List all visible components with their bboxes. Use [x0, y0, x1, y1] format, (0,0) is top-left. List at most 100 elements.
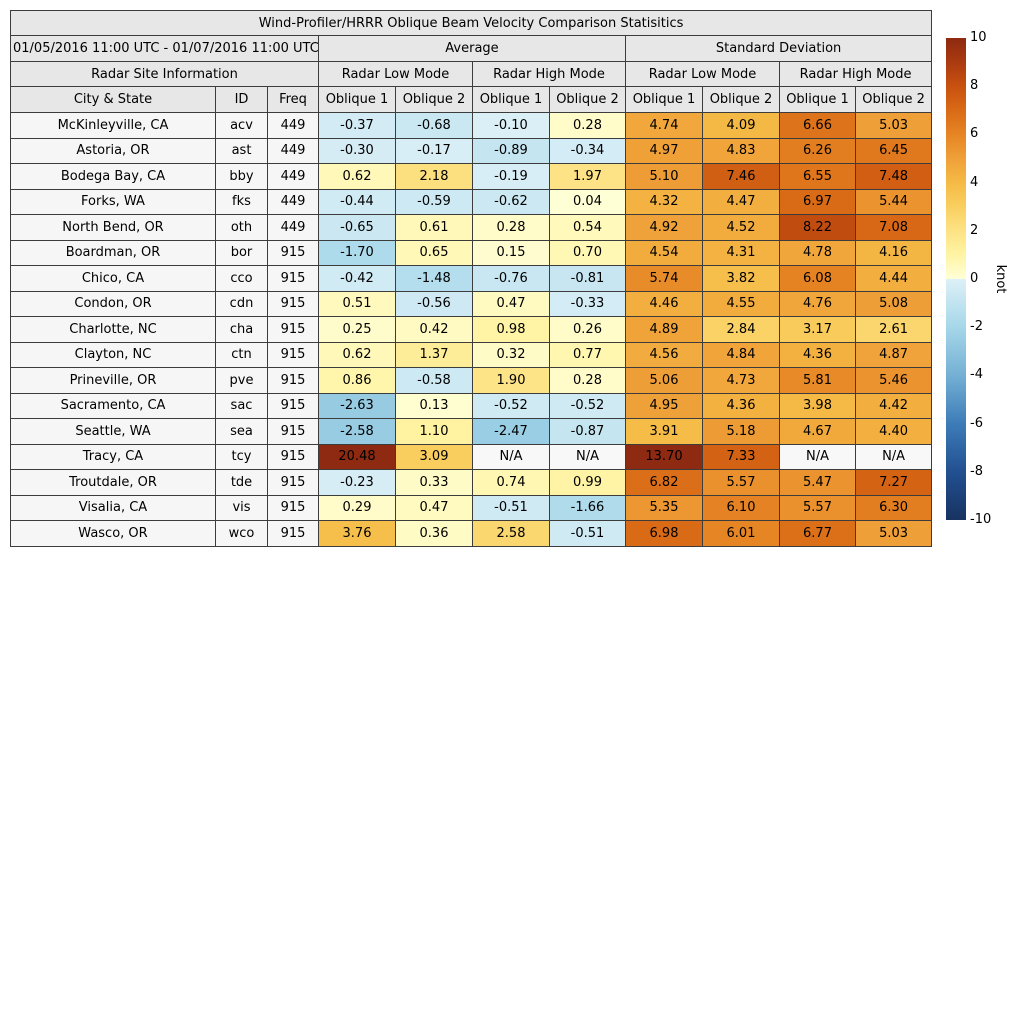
value-cell: -0.68 — [395, 112, 473, 139]
colorbar-tick-label: 2 — [970, 222, 979, 238]
colorbar-tick-label: -8 — [970, 463, 983, 479]
freq-cell: 915 — [267, 316, 319, 343]
value-cell: -1.66 — [549, 494, 626, 521]
value-cell: 2.84 — [702, 316, 780, 343]
value-cell: -0.37 — [318, 112, 396, 139]
value-cell: N/A — [549, 443, 626, 470]
freq-cell: 915 — [267, 239, 319, 266]
value-cell: -0.51 — [549, 520, 626, 547]
value-cell: 3.09 — [395, 443, 473, 470]
std-radar-high-mode: Radar High Mode — [778, 61, 933, 87]
city-cell: Condon, OR — [10, 290, 216, 317]
table-row: Clayton, NC ctn 915 0.62 1.37 0.32 0.77 4.56 4.8… — [10, 341, 933, 368]
col-oblique-1: Oblique 1 — [472, 86, 550, 113]
value-cell: 6.30 — [854, 494, 933, 521]
value-cell: 0.28 — [472, 214, 550, 241]
colorbar-tick-label: 6 — [970, 126, 979, 142]
table-title: Wind-Profiler/HRRR Oblique Beam Velocity… — [9, 10, 933, 36]
value-cell: 0.25 — [318, 316, 396, 343]
colorbar-tick-label: 10 — [970, 30, 987, 45]
value-cell: 5.57 — [702, 469, 780, 496]
city-cell: North Bend, OR — [10, 214, 216, 241]
id-cell: pve — [215, 367, 268, 394]
id-cell: cco — [215, 265, 268, 292]
value-cell: N/A — [472, 443, 550, 470]
freq-cell: 915 — [267, 290, 319, 317]
value-cell: 1.97 — [549, 163, 626, 190]
value-cell: -0.42 — [318, 265, 396, 292]
colorbar: 10 8 6 4 2 0 -2 -4 -6 -8 -10 knot — [946, 31, 1024, 527]
city-cell: Visalia, CA — [10, 494, 216, 521]
value-cell: 0.86 — [318, 367, 396, 394]
value-cell: 7.48 — [854, 163, 933, 190]
group-standard-deviation: Standard Deviation — [624, 35, 933, 62]
value-cell: -0.56 — [395, 290, 473, 317]
value-cell: 6.10 — [702, 494, 780, 521]
value-cell: 4.52 — [702, 214, 780, 241]
value-cell: 0.28 — [549, 367, 626, 394]
value-cell: 2.18 — [395, 163, 473, 190]
value-cell: 0.36 — [395, 520, 473, 547]
value-cell: 20.48 — [318, 443, 396, 470]
city-cell: Prineville, OR — [10, 367, 216, 394]
freq-cell: 915 — [267, 520, 319, 547]
value-cell: 0.77 — [549, 341, 626, 368]
col-freq: Freq — [267, 86, 319, 113]
value-cell: 0.28 — [549, 112, 626, 139]
value-cell: 5.03 — [854, 112, 933, 139]
value-cell: 4.76 — [779, 290, 856, 317]
city-cell: McKinleyville, CA — [10, 112, 216, 139]
id-cell: sac — [215, 392, 268, 419]
value-cell: 3.98 — [779, 392, 856, 419]
colorbar-tick-label: -4 — [970, 367, 983, 383]
value-cell: 3.82 — [702, 265, 780, 292]
value-cell: 0.33 — [395, 469, 473, 496]
col-city-state: City & State — [10, 86, 216, 113]
value-cell: -0.59 — [395, 188, 473, 215]
value-cell: 6.66 — [779, 112, 856, 139]
group-header-row: 01/05/2016 11:00 UTC - 01/07/2016 11:00 … — [10, 35, 933, 62]
value-cell: -1.70 — [318, 239, 396, 266]
table-row: Sacramento, CA sac 915 -2.63 0.13 -0.52 -0.52 4… — [10, 392, 933, 419]
freq-cell: 449 — [267, 163, 319, 190]
city-cell: Astoria, OR — [10, 137, 216, 164]
title-row: Wind-Profiler/HRRR Oblique Beam Velocity… — [9, 10, 933, 36]
std-radar-low-mode: Radar Low Mode — [625, 61, 780, 87]
freq-cell: 915 — [267, 494, 319, 521]
value-cell: 13.70 — [625, 443, 703, 470]
city-cell: Troutdale, OR — [10, 469, 216, 496]
col-oblique-2: Oblique 2 — [702, 86, 780, 113]
value-cell: -0.17 — [395, 137, 473, 164]
freq-cell: 915 — [267, 469, 319, 496]
value-cell: 0.13 — [395, 392, 473, 419]
radar-site-information: Radar Site Information — [10, 61, 319, 87]
value-cell: 6.45 — [854, 137, 933, 164]
city-cell: Tracy, CA — [10, 443, 216, 470]
id-cell: acv — [215, 112, 268, 139]
value-cell: 0.32 — [472, 341, 550, 368]
value-cell: -0.62 — [472, 188, 550, 215]
city-cell: Boardman, OR — [10, 239, 216, 266]
col-oblique-2: Oblique 2 — [854, 86, 933, 113]
value-cell: 4.16 — [854, 239, 933, 266]
value-cell: N/A — [854, 443, 933, 470]
freq-cell: 915 — [267, 418, 319, 445]
colorbar-tick-label: 4 — [970, 174, 979, 190]
value-cell: -0.81 — [549, 265, 626, 292]
value-cell: 4.46 — [625, 290, 703, 317]
table-row: Chico, CA cco 915 -0.42 -1.48 -0.76 -0.81 5.74 3… — [10, 265, 933, 292]
id-cell: ast — [215, 137, 268, 164]
avg-radar-high-mode: Radar High Mode — [472, 61, 626, 87]
column-header-row: City & State ID Freq Oblique 1 Oblique 2… — [10, 86, 933, 113]
value-cell: 5.18 — [702, 418, 780, 445]
id-cell: tde — [215, 469, 268, 496]
value-cell: 0.26 — [549, 316, 626, 343]
value-cell: 4.36 — [779, 341, 856, 368]
value-cell: -0.87 — [549, 418, 626, 445]
value-cell: 4.92 — [625, 214, 703, 241]
value-cell: -0.65 — [318, 214, 396, 241]
value-cell: 4.74 — [625, 112, 703, 139]
table-row: Tracy, CA tcy 915 20.48 3.09 N/A N/A 13.70 7.33 N… — [10, 443, 933, 470]
freq-cell: 915 — [267, 341, 319, 368]
